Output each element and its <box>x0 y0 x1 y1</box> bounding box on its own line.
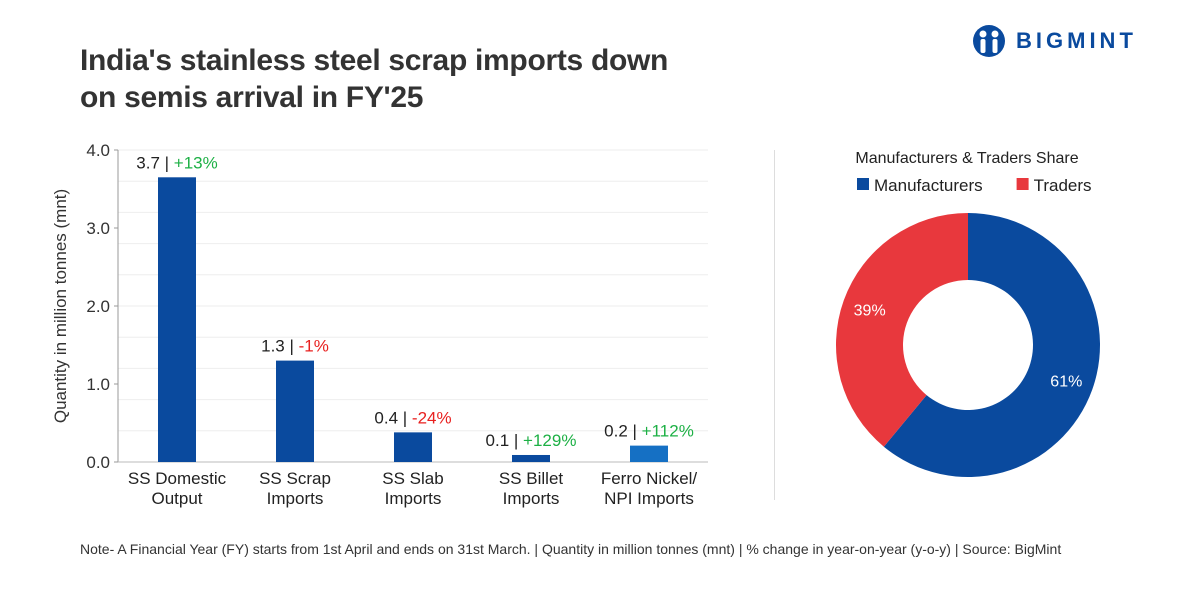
y-axis-label: Quantity in million tonnes (mnt) <box>51 189 70 423</box>
pie-slice-manufacturers <box>883 213 1101 477</box>
y-tick-label: 1.0 <box>86 375 110 394</box>
bar <box>394 432 432 462</box>
bigmint-logo-icon <box>973 25 1005 57</box>
bar <box>158 177 196 463</box>
legend-swatch <box>857 178 869 190</box>
logo-text: BIGMINT <box>1016 28 1137 53</box>
legend-label: Traders <box>1034 176 1092 195</box>
x-tick-label: Imports <box>385 489 442 508</box>
x-tick-label: SS Billet <box>499 469 564 488</box>
divider <box>774 150 775 500</box>
footnote: Note- A Financial Year (FY) starts from … <box>80 541 1062 557</box>
x-tick-label: Imports <box>503 489 560 508</box>
page-title: India's stainless steel scrap imports do… <box>80 42 668 116</box>
legend-label: Manufacturers <box>874 176 983 195</box>
y-tick-label: 0.0 <box>86 453 110 472</box>
x-tick-label: Output <box>151 489 202 508</box>
y-tick-label: 3.0 <box>86 219 110 238</box>
bar-data-label: 0.2 | +112% <box>604 422 694 441</box>
title-line-2: on semis arrival in FY'25 <box>80 81 424 114</box>
x-tick-label: SS Domestic <box>128 469 227 488</box>
legend-swatch <box>1016 178 1029 190</box>
bar-data-label: 0.4 | -24% <box>374 408 451 427</box>
pie-slice-traders <box>836 213 968 447</box>
y-tick-label: 2.0 <box>86 297 110 316</box>
x-tick-label: SS Slab <box>382 469 443 488</box>
pie-slice-label: 39% <box>854 303 886 320</box>
pie-slice-label: 61% <box>1050 373 1082 390</box>
bigmint-logo: BIGMINT <box>972 24 1137 58</box>
x-tick-label: Imports <box>267 489 324 508</box>
x-tick-label: NPI Imports <box>604 489 694 508</box>
bar-data-label: 1.3 | -1% <box>261 337 329 356</box>
y-tick-label: 4.0 <box>86 141 110 160</box>
pie-title: Manufacturers & Traders Share <box>855 150 1078 167</box>
bar <box>630 445 668 462</box>
bar-data-label: 3.7 | +13% <box>136 153 217 172</box>
bar-data-label: 0.1 | +129% <box>486 431 577 450</box>
title-line-1: India's stainless steel scrap imports do… <box>80 44 669 77</box>
bar <box>512 454 550 462</box>
x-tick-label: Ferro Nickel/ <box>601 469 698 488</box>
x-tick-label: SS Scrap <box>259 469 331 488</box>
bar <box>276 360 314 462</box>
